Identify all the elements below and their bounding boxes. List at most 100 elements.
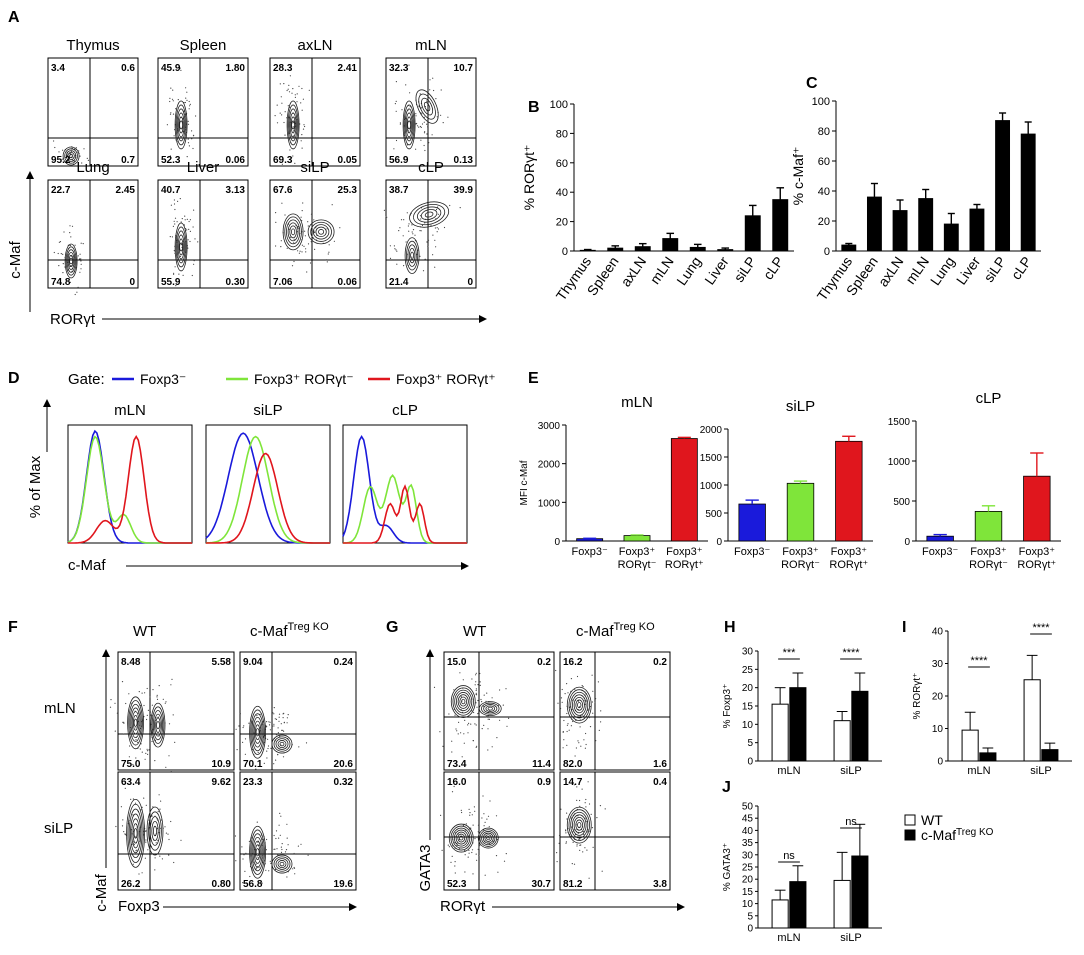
panel-f-col-label-wt: WT	[133, 623, 156, 640]
panel-g-plot-0-dot	[496, 737, 498, 739]
panel-a-plot-axln-ll: 69.3	[273, 155, 293, 166]
panel-g-plot-1-dot	[560, 707, 562, 710]
panel-d-histogram-frame	[205, 424, 331, 544]
panel-f-plot-1-dot	[282, 717, 284, 719]
panel-a-plot-liver-dot	[169, 236, 171, 238]
panel-f-plot-3-ring	[279, 861, 285, 867]
panel-a-plot-spleen-ring	[179, 120, 184, 130]
panel-a-plot-clp-ur: 39.9	[454, 185, 474, 196]
panel-a-plot-axln-dot	[286, 117, 288, 119]
panel-g-plot-3-dot	[582, 851, 584, 853]
panel-g-plot-0-dot	[486, 692, 488, 694]
panel-a-x-axis-label: RORγt	[50, 311, 96, 328]
panel-f-plot-3-dot	[280, 815, 282, 817]
panel-f-plot-1-dot	[242, 726, 244, 729]
panel-a-plot-spleen-dot	[191, 130, 193, 132]
panel-g-plot-0-dot	[476, 706, 478, 708]
panel-f-plot-3-dot	[276, 848, 278, 850]
panel-g-plot-0-dot	[499, 719, 501, 721]
panel-a-plot-axln-lr: 0.05	[338, 155, 358, 166]
panel-f-plot-3-dot	[266, 838, 268, 841]
panel-a-plot-mln-dot	[415, 115, 417, 117]
panel-a-plot-axln-dot	[276, 122, 279, 124]
panel-f-plot-3-dot	[278, 824, 280, 826]
panel-a-plot-axln-dot	[292, 122, 294, 124]
panel-a-plot-clp-dot	[443, 226, 446, 229]
panel-g-plot-2-ring	[450, 825, 472, 851]
panel-f-plot-0-ring	[131, 711, 140, 735]
panel-a-plot-mln-dot	[394, 103, 396, 105]
panel-g-plot-2-ring	[484, 834, 492, 842]
panel-f-plot-3-dot	[266, 853, 268, 855]
panel-a-plot-silp-dot	[328, 244, 330, 246]
panel-a-plot-title: Spleen	[180, 37, 227, 54]
panel-a-plot-silp-dot	[293, 242, 295, 244]
panel-j-y-tick-label: 0	[747, 924, 753, 935]
panel-a-plot-liver-dot	[193, 263, 195, 265]
panel-g-plot-1-dot	[570, 678, 573, 680]
panel-f-plot-1-dot	[283, 712, 285, 715]
panel-f-plot-2-dot	[145, 839, 147, 841]
panel-f-x-axis-label: Foxp3	[118, 898, 160, 915]
panel-a-plot-clp-dot	[394, 248, 396, 250]
panel-g-plot-0-dot	[458, 721, 460, 724]
panel-b-category-label: axLN	[617, 254, 649, 290]
panel-f-plot-2-dot	[164, 826, 166, 828]
panel-a-plot-mln-dot	[415, 148, 417, 150]
panel-a-plot-lung-dot	[79, 271, 81, 273]
panel-a-plot-axln-dot	[303, 124, 305, 126]
panel-a-plot-liver-dot	[188, 220, 190, 223]
panel-a-plot-clp-dot	[420, 230, 422, 232]
panel-f-plot-2-dot	[170, 820, 172, 823]
panel-a-plot-mln-dot	[428, 142, 430, 144]
panel-f-plot-2-dot	[158, 794, 160, 796]
panel-a-plot-axln-dot	[294, 96, 296, 98]
panel-a-plot-axln-dot	[292, 88, 294, 90]
panel-e3-category-label: Foxp3⁺	[1019, 546, 1056, 558]
panel-a-plot-lung-ll: 74.8	[51, 277, 71, 288]
panel-g-plot-2-ring	[486, 836, 491, 841]
panel-e2-bar	[786, 482, 815, 542]
panel-f-plot-2-dot	[132, 814, 134, 816]
panel-g-plot-3-dot	[585, 806, 587, 808]
panel-i-chart: 0 10 20 30 40 mLN **** siLP **** % RORγt⁺	[912, 622, 1072, 777]
panel-g-plot-2-dot	[471, 814, 473, 816]
panel-f-plot-3-ring	[273, 856, 291, 872]
panel-f-plot-0-frame	[117, 651, 235, 771]
panel-a-plot-axln-ring	[286, 100, 300, 150]
panel-a-plot-clp-dot	[419, 215, 422, 217]
panel-d-histograms: mLN siLP cLP	[67, 402, 468, 544]
panel-g-plot-3-dot	[572, 841, 574, 844]
panel-g-plot-2-ring	[477, 827, 499, 849]
panel-a-plot-liver-dot	[186, 218, 188, 220]
panel-b-bar	[607, 247, 624, 252]
panel-g-plot-2-dot	[475, 853, 477, 855]
panel-f-plot-1-dot	[278, 716, 280, 718]
panel-c-bar	[1020, 133, 1036, 252]
panel-i-y-label: % RORγt⁺	[912, 673, 923, 720]
panel-f-plot-2-dot	[151, 815, 153, 818]
panel-a-plot-spleen-dot	[191, 138, 193, 140]
panel-g-col-label-ko: c-MafTreg KO	[576, 621, 655, 640]
panel-a-plot-silp-ur: 25.3	[338, 185, 358, 196]
panel-g-plot-0: 15.0 0.2 73.4 11.4	[433, 651, 555, 771]
panel-a-plot-liver-lr: 0.30	[226, 277, 246, 288]
panel-a-plot-axln-dot	[301, 147, 303, 149]
panel-g-plot-0-dot	[476, 745, 478, 747]
panel-f-plot-0-dot	[121, 681, 124, 683]
panel-a-plot-axln-dot	[279, 83, 281, 85]
panel-a-plot-thymus-dot	[70, 150, 72, 152]
panel-f-plot-0-ring	[133, 718, 138, 727]
panel-a-plot-mln-dot	[447, 116, 449, 118]
panel-a-plot-clp-dot	[434, 266, 436, 268]
panel-a-plot-spleen-dot	[170, 112, 172, 114]
panel-g-plot-1-ring	[573, 696, 585, 714]
panel-g-plot-2-dot	[481, 817, 483, 819]
panel-g-plot-2-dot	[474, 810, 476, 812]
panel-a-plot-silp-lr: 0.06	[338, 277, 358, 288]
panel-f-plot-3-dot	[255, 863, 257, 865]
panel-f-plot-3-dot	[241, 846, 243, 848]
panel-a-plot-mln-dot	[440, 114, 442, 116]
panel-f-plot-2-dot	[141, 806, 143, 808]
panel-g-plot-1-dot	[580, 745, 582, 747]
